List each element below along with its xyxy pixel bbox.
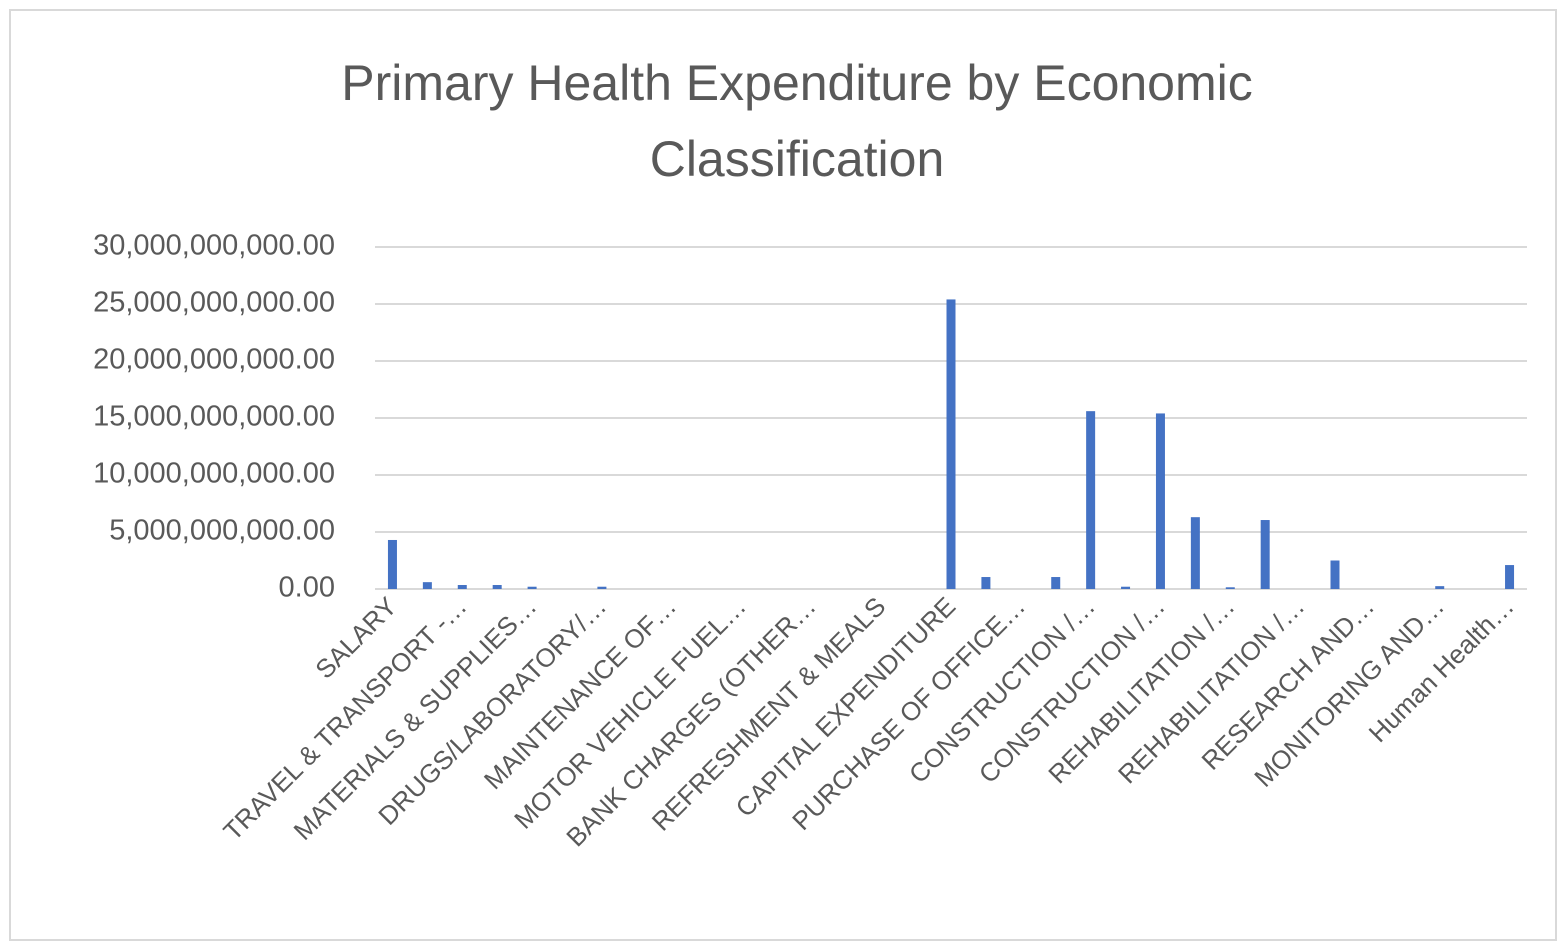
- bar: [1225, 587, 1235, 589]
- bar: [422, 582, 432, 589]
- bar: [1051, 577, 1061, 589]
- bar: [1190, 517, 1200, 589]
- bar: [1155, 413, 1165, 589]
- y-tick-label: 0.00: [279, 572, 335, 604]
- bar: [1086, 411, 1096, 589]
- y-tick-label: 20,000,000,000.00: [93, 344, 335, 376]
- y-tick-label: 15,000,000,000.00: [93, 401, 335, 433]
- bar: [981, 577, 991, 589]
- y-tick-label: 5,000,000,000.00: [109, 515, 335, 547]
- chart-title: Primary Health Expenditure by Economic Cl…: [341, 55, 1253, 187]
- bar: [527, 586, 537, 589]
- bar: [457, 585, 467, 589]
- bar: [1330, 560, 1340, 589]
- y-tick-label: 10,000,000,000.00: [93, 458, 335, 490]
- bar: [597, 586, 607, 589]
- bar: [946, 299, 956, 589]
- y-tick-label: 30,000,000,000.00: [93, 230, 335, 262]
- bar: [492, 585, 502, 589]
- bar: [1260, 520, 1270, 589]
- bar: [387, 539, 397, 589]
- bar: [1435, 586, 1445, 589]
- y-tick-label: 25,000,000,000.00: [93, 287, 335, 319]
- bar: [1121, 586, 1131, 589]
- bar: [1505, 565, 1515, 589]
